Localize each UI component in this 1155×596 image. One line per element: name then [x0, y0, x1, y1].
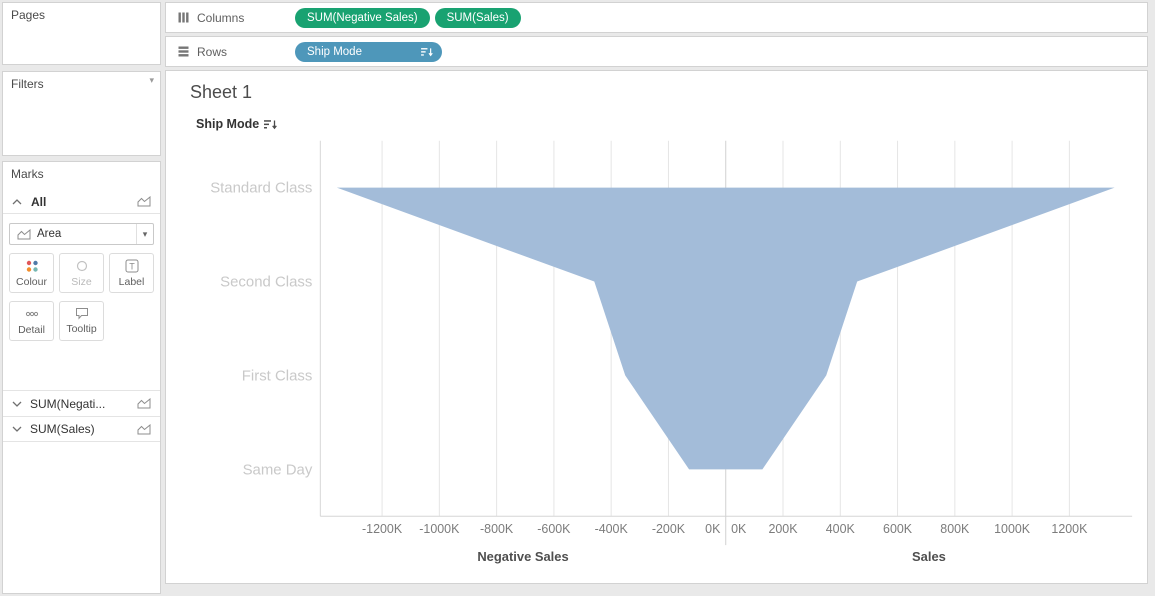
chevron-down-icon[interactable]: ▾ [149, 75, 154, 85]
row-header-label[interactable]: Standard Class [210, 180, 312, 197]
detail-button[interactable]: Detail [9, 301, 54, 341]
tooltip-button[interactable]: Tooltip [59, 301, 104, 341]
axis-tick-label: -600K [537, 522, 571, 536]
area-chart-icon [137, 196, 151, 207]
row-header-label[interactable]: Second Class [220, 274, 312, 291]
mark-type-dropdown[interactable]: Area ▾ [9, 223, 154, 245]
axis-tick-label: -400K [595, 522, 629, 536]
pill-sum-negative-sales[interactable]: SUM(Negative Sales) [295, 7, 430, 28]
axis-tick-label: -1200K [362, 522, 403, 536]
rows-shelf[interactable]: Rows Ship Mode [165, 36, 1148, 67]
row-header-label[interactable]: First Class [242, 367, 313, 384]
detail-icon [25, 311, 38, 316]
axis-tick-label: 0K [705, 522, 721, 536]
axis-tick-label: 200K [768, 522, 798, 536]
rows-pills: Ship Mode [295, 41, 442, 62]
size-button[interactable]: Size [59, 253, 104, 293]
axis-tick-label: -1000K [419, 522, 460, 536]
colour-icon [26, 260, 38, 272]
filters-shelf[interactable]: Filters ▾ [2, 71, 161, 156]
tooltip-button-label: Tooltip [66, 323, 97, 335]
marks-all-row[interactable]: All [3, 190, 160, 214]
marks-measure-card-sales[interactable]: SUM(Sales) [3, 416, 160, 442]
ship-mode-header-label: Ship Mode [196, 117, 260, 131]
funnel-area-chart[interactable]: Standard Class Second Class First Class Sam… [166, 71, 1147, 583]
axis-tick-label: 1000K [994, 522, 1031, 536]
rows-shelf-label: Rows [197, 44, 228, 59]
detail-button-label: Detail [18, 323, 45, 336]
axis-tick-label: -800K [480, 522, 514, 536]
pill-label: Ship Mode [307, 45, 362, 58]
measure-card-label: SUM(Sales) [30, 422, 95, 436]
axis-tick-label: 400K [826, 522, 856, 536]
marks-buttons: Colour Size T Label Detail [9, 253, 154, 341]
tooltip-icon [75, 308, 88, 320]
marks-measure-card-negative-sales[interactable]: SUM(Negati... [3, 390, 160, 416]
chevron-up-icon [12, 198, 22, 204]
size-icon [76, 260, 87, 271]
filters-shelf-label: Filters [11, 77, 44, 91]
area-chart-icon [137, 423, 151, 434]
area-chart-icon [17, 228, 31, 239]
marks-card: Marks All Area ▾ Colour Size [2, 161, 161, 594]
chevron-down-icon [12, 426, 22, 432]
measure-card-label: SUM(Negati... [30, 396, 106, 411]
text-label-icon: T [125, 259, 138, 272]
label-button-label: Label [118, 275, 145, 288]
sheet-title: Sheet 1 [190, 82, 253, 102]
axis-title: Sales [912, 549, 946, 564]
label-button[interactable]: T Label [109, 253, 154, 293]
marks-card-label: Marks [11, 167, 44, 181]
area-mark[interactable] [336, 187, 1115, 470]
row-header-label[interactable]: Same Day [243, 461, 313, 478]
ship-mode-header[interactable]: Ship Mode [196, 117, 278, 131]
area-chart-icon [137, 398, 151, 409]
pill-label: SUM(Sales) [446, 11, 509, 24]
sort-icon [421, 47, 433, 56]
mark-type-value: Area [37, 228, 62, 240]
dropdown-arrow-icon[interactable]: ▾ [136, 224, 153, 244]
columns-icon [178, 12, 189, 23]
pill-ship-mode[interactable]: Ship Mode [295, 41, 442, 62]
pages-shelf[interactable]: Pages [2, 2, 161, 65]
marks-all-label: All [31, 194, 47, 209]
columns-shelf[interactable]: Columns SUM(Negative Sales) SUM(Sales) [165, 2, 1148, 33]
columns-pills: SUM(Negative Sales) SUM(Sales) [295, 7, 521, 28]
axis-tick-label: 0K [731, 522, 747, 536]
sheet-view: Standard Class Second Class First Class Sam… [165, 70, 1148, 584]
chevron-down-icon [12, 401, 22, 407]
pill-label: SUM(Negative Sales) [307, 11, 418, 24]
size-button-label: Size [71, 275, 92, 288]
axis-tick-label: 600K [883, 522, 913, 536]
pages-shelf-label: Pages [11, 8, 46, 22]
rows-icon [178, 46, 189, 57]
colour-button[interactable]: Colour [9, 253, 54, 293]
axis-tick-label: 800K [940, 522, 970, 536]
sort-icon [264, 119, 278, 129]
columns-shelf-label: Columns [197, 10, 245, 25]
axis-tick-label: -200K [652, 522, 686, 536]
pill-sum-sales[interactable]: SUM(Sales) [434, 7, 521, 28]
colour-button-label: Colour [16, 275, 47, 288]
axis-tick-label: 1200K [1051, 522, 1088, 536]
svg-text:T: T [129, 261, 135, 271]
axis-title: Negative Sales [477, 549, 568, 564]
